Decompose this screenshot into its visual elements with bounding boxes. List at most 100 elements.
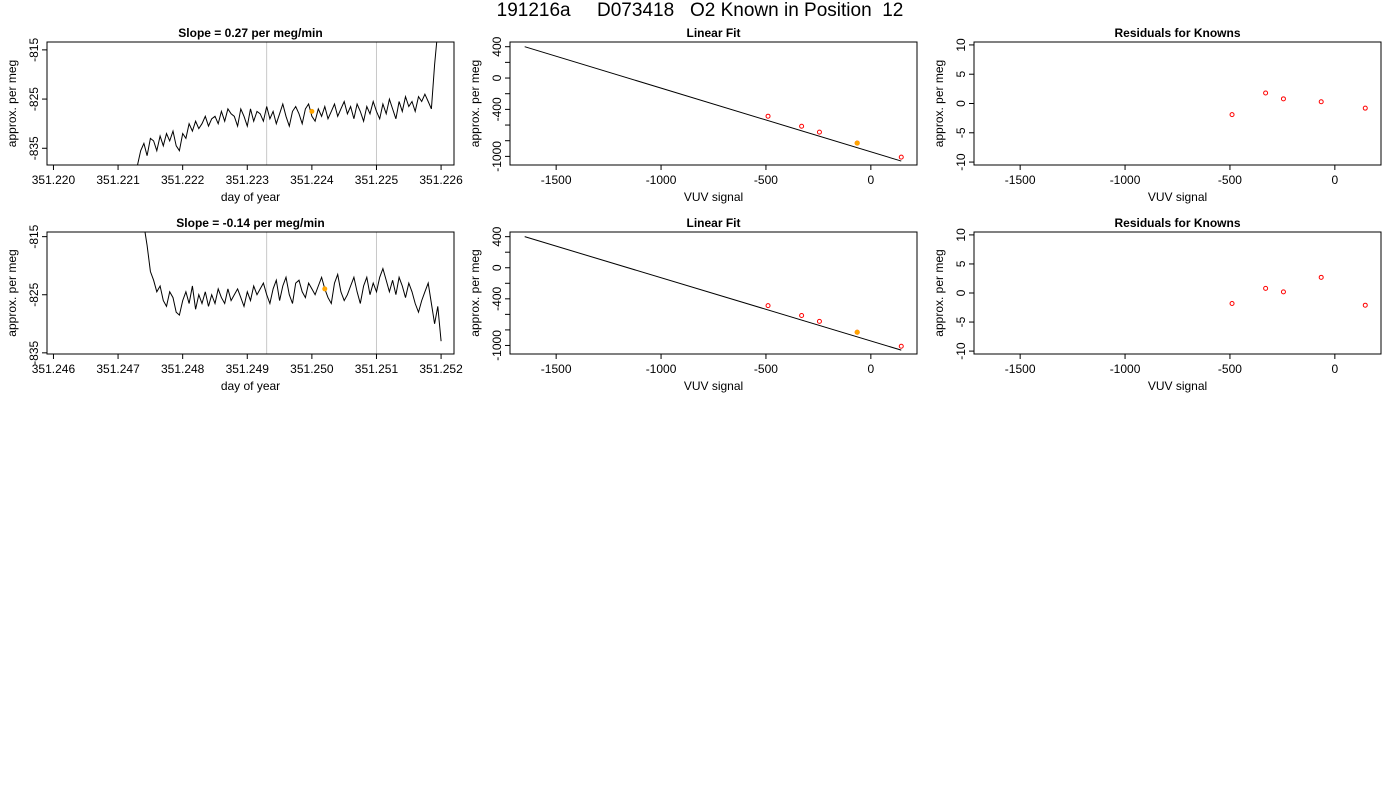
x-tick-label: 351.252: [419, 362, 463, 376]
x-tick-label: 351.223: [226, 173, 270, 187]
x-axis-label: VUV signal: [684, 190, 743, 204]
y-tick-label: -815: [27, 38, 41, 62]
panel-3: Residuals for Knowns -1500 -1000 -500 0 VUV s…: [932, 26, 1382, 204]
y-axis-label: approx. per meg: [932, 249, 946, 336]
y-axis: 400 0 -400 -1000: [490, 36, 510, 172]
known-point: [799, 123, 805, 129]
y-tick-label: -10: [954, 153, 968, 171]
data-trace: [136, 42, 438, 165]
y-tick-label: 0: [954, 289, 968, 296]
x-tick-label: 351.251: [355, 362, 399, 376]
x-axis: 351.220 351.221 351.222 351.223 351.224 351.2…: [32, 165, 463, 187]
known-point: [1229, 112, 1235, 118]
plot-area: [524, 236, 904, 351]
plot-frame: [509, 231, 918, 355]
plot-area: [136, 42, 438, 165]
x-tick-label: -1000: [646, 362, 677, 376]
x-tick-label: 351.226: [419, 173, 463, 187]
highlight-point: [322, 286, 328, 292]
x-tick-label: 351.247: [96, 362, 140, 376]
x-axis: 351.246 351.247 351.248 351.249 351.250 351.2…: [32, 354, 463, 376]
plot-frame: [973, 231, 1382, 355]
y-tick-label: 0: [954, 100, 968, 107]
panel-4: Slope = -0.14 per meg/min 351.246 351.247 3…: [5, 216, 463, 393]
plot-area: [1229, 90, 1368, 118]
y-axis: -815 -825 -835: [27, 224, 47, 365]
y-tick-label: -825: [27, 87, 41, 111]
x-tick-label: 351.248: [161, 362, 205, 376]
x-tick-label: 0: [868, 362, 875, 376]
known-point: [1280, 289, 1286, 295]
y-tick-label: -825: [27, 282, 41, 306]
y-tick-label: 5: [954, 71, 968, 78]
x-axis-label: VUV signal: [684, 379, 743, 393]
known-point: [898, 343, 904, 349]
highlight-point: [854, 329, 860, 335]
y-axis: 10 5 0 -5 -10: [954, 38, 974, 171]
highlight-point: [854, 140, 860, 146]
x-tick-label: 0: [1332, 362, 1339, 376]
panel-2: Linear Fit -1500 -1000 -500 0 VUV signal 400 0 -…: [468, 26, 918, 204]
panel-title: Residuals for Knowns: [1114, 216, 1240, 230]
y-tick-label: -400: [490, 97, 504, 121]
x-tick-label: 351.225: [355, 173, 399, 187]
x-tick-label: -500: [754, 173, 778, 187]
panel-title: Slope = -0.14 per meg/min: [176, 216, 324, 230]
x-tick-label: -1000: [1110, 362, 1141, 376]
known-point: [1229, 300, 1235, 306]
known-point: [1263, 285, 1269, 291]
known-point: [816, 129, 822, 135]
panel-title: Linear Fit: [686, 216, 740, 230]
x-axis: -1500 -1000 -500 0: [1005, 354, 1339, 376]
x-tick-label: -500: [1218, 362, 1242, 376]
x-axis: -1500 -1000 -500 0: [1005, 165, 1339, 187]
highlight-point: [309, 108, 315, 114]
y-axis: 10 5 0 -5 -10: [954, 228, 974, 360]
x-tick-label: 351.222: [161, 173, 205, 187]
x-axis-label: VUV signal: [1148, 379, 1207, 393]
panel-title: Slope = 0.27 per meg/min: [178, 26, 322, 40]
y-tick-label: -400: [490, 286, 504, 310]
y-tick-label: -835: [27, 341, 41, 365]
y-tick-label: -5: [954, 316, 968, 327]
x-axis-label: day of year: [221, 379, 280, 393]
x-tick-label: -1500: [1005, 173, 1036, 187]
known-point: [765, 303, 771, 309]
x-tick-label: -500: [754, 362, 778, 376]
y-tick-label: -10: [954, 342, 968, 360]
plot-frame: [46, 231, 455, 355]
known-point: [898, 154, 904, 160]
y-tick-label: -815: [27, 224, 41, 248]
y-tick-label: 10: [954, 38, 968, 52]
plot-frame: [46, 41, 455, 166]
x-tick-label: 351.250: [290, 362, 334, 376]
fit-line: [524, 236, 902, 351]
panel-title: Linear Fit: [686, 26, 740, 40]
y-axis-label: approx. per meg: [5, 60, 19, 147]
x-tick-label: 351.220: [32, 173, 76, 187]
known-point: [1263, 90, 1269, 96]
x-tick-label: 351.246: [32, 362, 76, 376]
y-tick-label: -1000: [490, 141, 504, 172]
x-tick-label: -1000: [1110, 173, 1141, 187]
known-point: [1318, 274, 1324, 280]
panel-title: Residuals for Knowns: [1114, 26, 1240, 40]
y-axis-label: approx. per meg: [5, 249, 19, 336]
y-axis-label: approx. per meg: [468, 60, 482, 147]
x-tick-label: -1500: [541, 173, 572, 187]
plot-area: [524, 46, 904, 162]
x-tick-label: -1500: [541, 362, 572, 376]
y-tick-label: 400: [490, 36, 504, 56]
data-trace: [144, 232, 442, 342]
x-tick-label: -1000: [646, 173, 677, 187]
figure-title: 191216a D073418 O2 Known in Position 12: [496, 0, 904, 21]
plot-frame: [509, 41, 918, 166]
y-tick-label: -835: [27, 136, 41, 160]
known-point: [1362, 302, 1368, 308]
x-axis-label: VUV signal: [1148, 190, 1207, 204]
y-tick-label: 0: [490, 264, 504, 271]
y-tick-label: 0: [490, 74, 504, 81]
